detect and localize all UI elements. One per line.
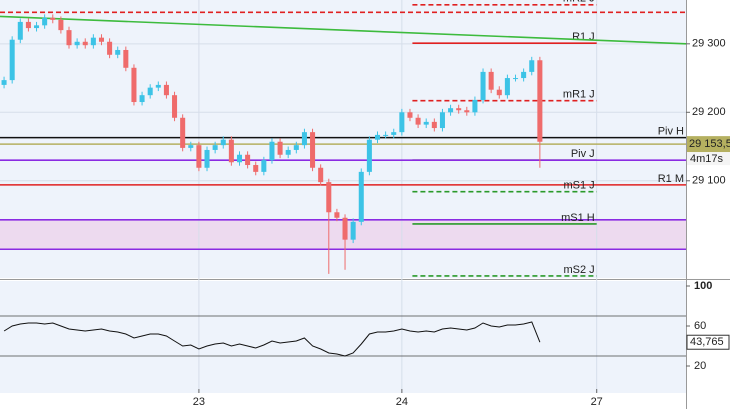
candle-body: [488, 71, 494, 90]
candle-body: [50, 17, 56, 20]
candle-body: [439, 112, 445, 129]
candle-body: [253, 165, 259, 172]
candle-body: [42, 17, 48, 26]
level-label: R1 M: [658, 173, 684, 185]
level-label: Piv J: [571, 148, 595, 160]
level-label: mS1 J: [564, 180, 595, 192]
candle-body: [480, 71, 486, 100]
rsi-panel: [0, 281, 686, 393]
level-label: mR2 J: [563, 0, 595, 5]
rsi-tag: [686, 334, 730, 350]
y-tick-label: 20: [694, 360, 706, 372]
candle-body: [1, 80, 7, 85]
level-label: Piv H: [658, 126, 684, 138]
x-tick-label: 23: [193, 396, 205, 408]
trendline: [0, 15, 687, 45]
candle-body: [496, 89, 502, 96]
candle-body: [285, 149, 291, 155]
candle-body: [269, 141, 275, 161]
countdown: 4m17s: [690, 153, 724, 165]
level-label: mS1 H: [561, 212, 595, 224]
last-price-tag: [687, 136, 730, 153]
candle-body: [82, 41, 88, 46]
candle-body: [115, 49, 121, 55]
x-tick-label: 24: [396, 396, 408, 408]
candle-body: [293, 145, 299, 150]
level-label: mS2 J: [564, 264, 595, 276]
candle-body: [407, 112, 413, 118]
candle-body: [123, 49, 129, 68]
candle-body: [504, 78, 510, 96]
x-tick-label: 27: [591, 396, 603, 408]
candle-body: [472, 99, 478, 113]
candle-body: [25, 21, 31, 29]
candle-body: [17, 21, 23, 40]
candle-body: [537, 60, 543, 142]
level-label: R1 J: [572, 31, 595, 43]
candle-body: [383, 134, 389, 136]
candle-body: [74, 41, 80, 46]
y-tick-label: 29 300: [692, 38, 726, 50]
candle-body: [107, 41, 113, 55]
candle-body: [155, 84, 161, 88]
candle-body: [66, 30, 72, 46]
candle-body: [9, 39, 15, 81]
candle-body: [236, 154, 243, 163]
candle-body: [521, 71, 527, 79]
candle-body: [301, 132, 307, 146]
candle-body: [512, 78, 519, 80]
candle-body: [196, 145, 202, 168]
candle-body: [456, 108, 462, 111]
candle-body: [326, 182, 332, 213]
candle-body: [34, 25, 40, 29]
candle-body: [318, 167, 324, 183]
candle-body: [212, 145, 218, 150]
candle-body: [90, 37, 96, 46]
y-tick-label: 100: [694, 280, 712, 292]
candle-body: [431, 121, 437, 129]
candle-body: [98, 37, 104, 42]
candle-body: [220, 139, 226, 146]
candle-body: [334, 212, 340, 218]
candle-body: [464, 110, 470, 113]
last-price-label: 29 153,5: [689, 138, 730, 150]
candle-body: [342, 217, 348, 240]
y-tick-label: 60: [694, 320, 706, 332]
candle-body: [147, 87, 153, 96]
candle-body: [228, 139, 234, 163]
candle-body: [180, 117, 186, 148]
candle-body: [277, 141, 283, 155]
candle-body: [415, 117, 421, 125]
candle-body: [131, 67, 137, 103]
y-tick-label: 29 200: [692, 106, 726, 118]
countdown-tag: [687, 152, 730, 166]
candle-body: [172, 95, 178, 118]
rsi-value-label: 43,765: [690, 336, 724, 348]
candle-body: [58, 19, 64, 31]
candle-body: [448, 108, 454, 113]
rsi-line: [3, 321, 541, 357]
candle-body: [261, 160, 267, 172]
candle-body: [399, 112, 405, 133]
level-label: mR1 J: [563, 89, 595, 101]
candle-body: [366, 139, 372, 172]
candle-body: [188, 145, 194, 148]
candle-body: [374, 134, 381, 140]
candle-body: [204, 149, 210, 168]
y-tick-label: 29 100: [692, 175, 726, 187]
candle-body: [245, 154, 251, 166]
candle-body: [163, 84, 169, 96]
candle-body: [350, 221, 356, 240]
candle-body: [529, 60, 535, 72]
candle-body: [310, 132, 316, 168]
candle-body: [358, 171, 364, 222]
candle-body: [391, 132, 397, 135]
candle-body: [423, 121, 429, 125]
candle-body: [139, 95, 145, 103]
